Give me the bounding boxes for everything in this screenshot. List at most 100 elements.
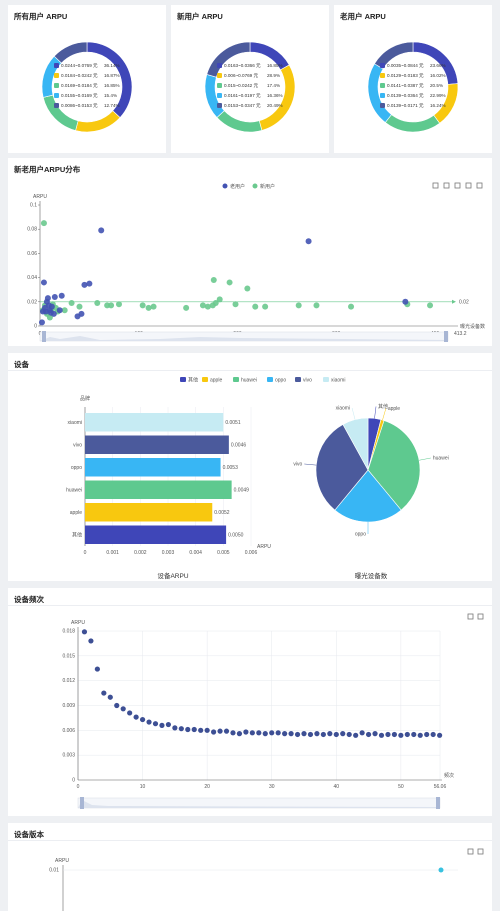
scatter-point-new[interactable] [244, 285, 251, 292]
freq-point[interactable] [378, 732, 385, 738]
freq-point[interactable] [114, 702, 120, 709]
scatter-point-new[interactable] [212, 300, 219, 307]
freq-point[interactable] [320, 731, 326, 738]
restore-icon[interactable] [467, 848, 474, 855]
legend-dot-old[interactable] [222, 183, 228, 189]
pie-slice[interactable] [315, 424, 369, 511]
scatter-point-new[interactable] [183, 304, 190, 311]
freq-point[interactable] [152, 721, 159, 727]
freq-point[interactable] [204, 727, 210, 733]
scatter-point-old[interactable] [402, 298, 409, 305]
scatter-point-new[interactable] [210, 277, 217, 284]
freq-point[interactable] [133, 714, 139, 720]
freq-point[interactable] [385, 731, 391, 738]
bar[interactable] [85, 458, 221, 477]
scatter-point-new[interactable] [199, 302, 206, 309]
restore-icon[interactable] [467, 613, 474, 620]
scatter-point-new[interactable] [232, 301, 239, 308]
freq-point[interactable] [94, 666, 100, 672]
scatter-point-new[interactable] [427, 302, 434, 309]
scatter-point-new[interactable] [150, 303, 157, 310]
tool-icon-shape[interactable] [454, 182, 461, 189]
freq-point[interactable] [404, 731, 410, 738]
freq-point[interactable] [159, 722, 165, 728]
scatter-point-new[interactable] [145, 304, 152, 311]
freq-point[interactable] [243, 729, 249, 735]
freq-point[interactable] [359, 730, 365, 736]
freq-point[interactable] [288, 731, 294, 737]
freq-point[interactable] [185, 726, 191, 733]
scatter-point-new[interactable] [40, 220, 47, 227]
donut-slice[interactable] [206, 41, 251, 78]
donut-slice[interactable] [42, 94, 79, 131]
scatter-point-old[interactable] [40, 279, 47, 286]
scatter-point-new[interactable] [76, 303, 83, 310]
scatter-point-new[interactable] [216, 296, 223, 303]
freq-point[interactable] [372, 731, 378, 737]
scatter-point-new[interactable] [94, 300, 101, 307]
scatter-point-old[interactable] [305, 238, 312, 245]
scatter-point-new[interactable] [313, 302, 320, 309]
download-icon[interactable] [443, 182, 450, 189]
freq-point[interactable] [198, 727, 204, 733]
scatter-point-old[interactable] [56, 307, 63, 314]
version-point[interactable] [438, 867, 444, 873]
tool-icon-shape[interactable] [465, 182, 472, 189]
scatter-point-new[interactable] [108, 302, 115, 309]
scatter-point-old[interactable] [78, 310, 85, 317]
freq-point[interactable] [275, 730, 281, 736]
legend-swatch[interactable] [233, 377, 239, 382]
scatter-point-new[interactable] [252, 303, 259, 310]
freq-point[interactable] [146, 719, 152, 725]
freq-point[interactable] [101, 690, 107, 696]
tool-icon-shape[interactable] [432, 182, 439, 189]
freq-point[interactable] [236, 731, 243, 737]
scatter-point-new[interactable] [61, 307, 68, 314]
legend-swatch[interactable] [180, 377, 186, 382]
freq-zoom-handle-right[interactable] [436, 797, 440, 809]
donut-slice[interactable] [384, 114, 441, 133]
tool-icon-shape[interactable] [467, 848, 474, 855]
scatter-point-old[interactable] [48, 303, 55, 310]
zoom-handle-right[interactable] [444, 331, 448, 342]
freq-point[interactable] [346, 731, 352, 738]
scatter-point-new[interactable] [262, 303, 269, 310]
freq-point[interactable] [411, 731, 417, 738]
freq-point[interactable] [262, 731, 268, 737]
scatter-point-old[interactable] [51, 293, 58, 300]
scatter-point-old[interactable] [98, 227, 105, 234]
freq-point[interactable] [340, 731, 346, 737]
freq-point[interactable] [88, 638, 94, 644]
legend-swatch[interactable] [323, 377, 329, 382]
freq-point[interactable] [314, 731, 320, 737]
bar[interactable] [85, 525, 227, 545]
scatter-point-new[interactable] [68, 300, 75, 307]
tool-icon-shape[interactable] [476, 182, 483, 189]
scatter-point-new[interactable] [348, 303, 355, 310]
donut-slice[interactable] [53, 41, 88, 64]
freq-point[interactable] [165, 721, 172, 728]
freq-zoom-handle-left[interactable] [80, 797, 84, 809]
bar[interactable] [85, 480, 232, 500]
freq-point[interactable] [211, 729, 217, 735]
tool-icon-shape[interactable] [443, 182, 450, 189]
legend-swatch[interactable] [202, 377, 208, 382]
freq-point[interactable] [424, 731, 430, 738]
freq-point[interactable] [172, 725, 178, 731]
fullscreen-icon[interactable] [465, 182, 472, 189]
scatter-point-old[interactable] [81, 281, 88, 288]
freq-point[interactable] [223, 728, 230, 734]
scatter-point-old[interactable] [38, 319, 45, 326]
restore-icon[interactable] [432, 182, 439, 189]
freq-point[interactable] [139, 716, 146, 723]
scatter-point-new[interactable] [226, 279, 233, 286]
download-icon[interactable] [477, 848, 484, 855]
scatter-point-old[interactable] [44, 295, 51, 302]
freq-point[interactable] [417, 732, 423, 738]
freq-point[interactable] [301, 731, 307, 737]
legend-swatch[interactable] [295, 377, 301, 382]
freq-point[interactable] [256, 730, 262, 736]
freq-point[interactable] [120, 706, 126, 712]
freq-point[interactable] [282, 731, 288, 737]
scatter-point-new[interactable] [115, 301, 122, 308]
